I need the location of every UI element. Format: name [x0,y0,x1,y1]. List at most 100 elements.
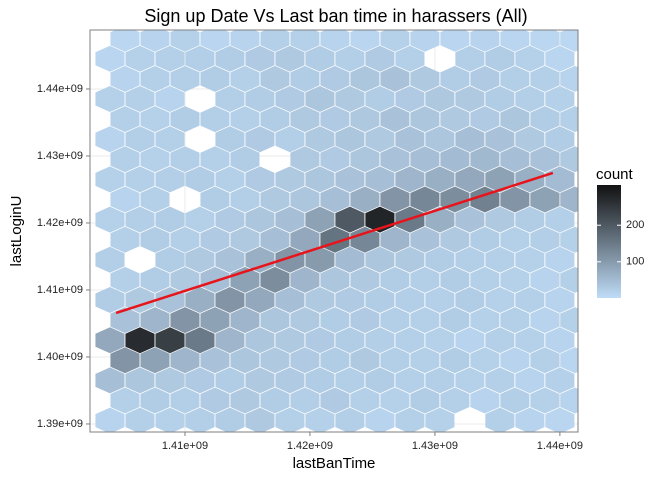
hex-cell [350,266,380,293]
hex-cell [215,86,245,113]
hex-cell [380,186,410,213]
hex-cell [110,65,140,92]
hex-cell [320,347,350,374]
hex-cell [245,126,275,153]
hex-cell [500,226,530,253]
hex-cell [200,186,230,213]
y-tick-label: 1.39e+09 [37,418,83,430]
hex-cell [305,327,335,354]
hex-cell [560,347,578,374]
hex-cell [260,186,290,213]
hex-cell [515,45,545,72]
hex-cell [170,347,200,374]
hex-cell [290,387,320,414]
x-tick-label: 1.41e+09 [162,440,208,452]
hex-cell [200,65,230,92]
hex-cell [350,65,380,92]
hex-cell [410,30,440,52]
hex-cell [470,266,500,293]
hex-cell [395,166,425,193]
hex-cell [95,166,125,193]
hex-cell [260,347,290,374]
hex-cell [425,246,455,273]
hex-cell [530,146,560,173]
hex-cell [530,347,560,374]
hex-cell [95,206,125,233]
hex-cell [320,146,350,173]
hex-cell [395,45,425,72]
hex-cell [440,266,470,293]
hex-cell [560,146,578,173]
y-tick-label: 1.43e+09 [37,150,83,162]
hex-cell [455,206,485,233]
plot-border [89,29,579,433]
hex-cell [335,86,365,113]
hex-cell [485,86,515,113]
hex-cell [545,45,575,72]
hex-cell [410,106,440,133]
hex-cell [515,367,545,394]
hex-cell [260,307,290,334]
hex-cell [395,287,425,314]
hex-cell [215,246,245,273]
hex-cell [335,367,365,394]
hex-cell [275,45,305,72]
hex-cell [515,126,545,153]
hex-cell [515,287,545,314]
hex-cell [335,327,365,354]
hex-cell [200,146,230,173]
legend-title: count [596,166,634,183]
hex-cell [275,287,305,314]
hex-cell [320,307,350,334]
hex-cell [470,347,500,374]
hex-cell [395,86,425,113]
hex-cell [185,45,215,72]
hex-cell [455,287,485,314]
hex-cell [95,86,125,113]
hex-cell [395,246,425,273]
hex-cell [110,347,140,374]
hex-cell [380,226,410,253]
x-axis-title: lastBanTime [293,455,376,472]
hex-cell [530,65,560,92]
hex-cell [485,126,515,153]
hex-cell [350,307,380,334]
hex-cell [440,307,470,334]
hex-cell [155,86,185,113]
hex-cell [560,65,578,92]
hex-cell [125,166,155,193]
hex-cell [200,307,230,334]
hex-cell [410,307,440,334]
hex-cell [470,30,500,52]
hex-cell [365,86,395,113]
hex-cell [110,226,140,253]
hex-cell [425,407,455,432]
hex-cell [170,387,200,414]
hex-cell [425,126,455,153]
hex-cell [275,206,305,233]
hex-cell [305,287,335,314]
hex-cell [380,266,410,293]
hex-cell [245,206,275,233]
hex-cell [125,126,155,153]
hex-cell [560,307,578,334]
hex-cell [530,30,560,52]
hex-cell [185,246,215,273]
hex-cell [410,65,440,92]
hex-cell [290,30,320,52]
hex-cell [365,246,395,273]
hex-cell [140,106,170,133]
hex-cell [95,407,125,432]
hex-cell [395,327,425,354]
hex-cell [560,387,578,414]
hex-cell [95,45,125,72]
hex-cell [545,206,575,233]
hex-cell [485,45,515,72]
hex-cell [380,65,410,92]
hex-cell [485,166,515,193]
hex-cell [500,106,530,133]
hex-cell [230,146,260,173]
hex-cell [155,407,185,432]
hex-cell [170,266,200,293]
